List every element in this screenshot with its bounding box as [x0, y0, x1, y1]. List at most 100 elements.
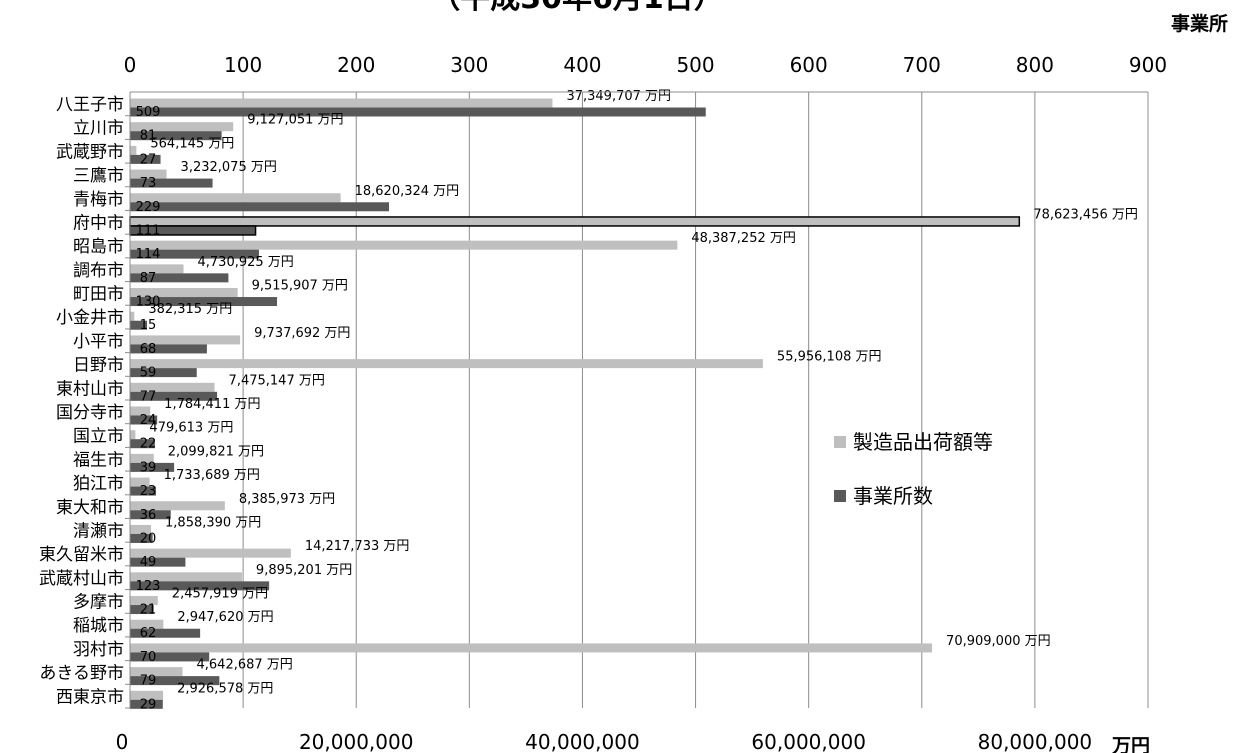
data-label-establishments: 111 — [136, 223, 161, 238]
data-label-establishments: 24 — [140, 413, 157, 428]
bar-establishments — [130, 273, 229, 283]
top-tick-label: 100 — [224, 53, 262, 77]
data-label-establishments: 123 — [136, 579, 161, 594]
category-label: 日野市 — [73, 356, 124, 376]
data-label-shipments: 3,232,075 万円 — [181, 160, 277, 175]
data-label-shipments: 18,620,324 万円 — [355, 184, 460, 199]
bar-shipments — [130, 288, 238, 298]
bar-shipments — [130, 619, 164, 629]
legend: 製造品出荷額等 事業所数 — [834, 430, 993, 508]
data-label-shipments: 70,909,000 万円 — [946, 634, 1051, 649]
bar-establishments — [130, 510, 171, 520]
data-label-shipments: 37,349,707 万円 — [566, 89, 671, 104]
data-label-shipments: 9,515,907 万円 — [252, 279, 348, 294]
bar-shipments — [130, 667, 183, 677]
bottom-tick-label: 40,000,000 — [525, 730, 640, 753]
bar-establishments — [130, 699, 163, 709]
bar-establishments — [130, 581, 270, 591]
bar-establishments — [130, 628, 201, 638]
top-tick-label: 400 — [563, 53, 601, 77]
category-label: 三鷹市 — [73, 165, 124, 186]
top-axis-unit: 事業所 — [1171, 12, 1228, 35]
bar-shipments — [130, 169, 167, 179]
data-label-establishments: 36 — [140, 508, 157, 523]
data-label-establishments: 229 — [136, 200, 161, 215]
data-label-establishments: 21 — [140, 603, 157, 618]
data-label-establishments: 77 — [140, 389, 157, 404]
top-tick-label: 300 — [450, 53, 488, 77]
data-label-establishments: 509 — [136, 105, 161, 120]
bar-establishments — [130, 249, 259, 259]
category-label: 昭島市 — [73, 237, 124, 257]
bar-establishments — [130, 533, 153, 543]
bar-shipments — [130, 501, 225, 511]
bottom-axis-unit: 万円 — [1111, 735, 1150, 753]
category-label: 立川市 — [73, 119, 124, 139]
bar-establishments — [130, 154, 161, 164]
top-tick-label: 500 — [676, 53, 714, 77]
category-label: 武蔵野市 — [56, 142, 124, 162]
data-label-establishments: 87 — [140, 271, 157, 286]
bar-establishments — [130, 320, 147, 330]
category-label: 府中市 — [73, 213, 124, 233]
bar-establishments — [130, 652, 210, 662]
bar-shipments — [130, 145, 137, 155]
data-label-shipments: 4,642,687 万円 — [197, 658, 293, 673]
data-label-establishments: 130 — [136, 295, 161, 310]
data-label-establishments: 22 — [140, 437, 157, 452]
category-label: 羽村市 — [73, 640, 124, 660]
data-label-establishments: 62 — [140, 626, 157, 641]
category-label: 狛江市 — [73, 474, 124, 494]
bar-establishments — [130, 297, 278, 307]
data-label-shipments: 479,613 万円 — [149, 421, 233, 436]
bar-shipments — [130, 524, 152, 534]
category-label: 多摩市 — [73, 593, 124, 613]
top-tick-label: 0 — [124, 53, 137, 77]
bottom-tick-label: 80,000,000 — [978, 730, 1093, 753]
gridlines — [242, 92, 1149, 708]
data-label-establishments: 114 — [136, 247, 161, 262]
top-tick-label: 800 — [1016, 53, 1054, 77]
axes: 0 100 200 300 400 500 600 700 800 900 0 20,000,000 4… — [39, 53, 1167, 753]
top-tick-label: 900 — [1129, 53, 1167, 77]
bar-shipments — [130, 572, 242, 582]
data-label-establishments: 70 — [140, 650, 157, 665]
bar-establishments — [130, 202, 390, 212]
data-label-shipments: 78,623,456 万円 — [1033, 207, 1138, 222]
bar-establishments — [130, 107, 706, 117]
category-label: 稲城市 — [73, 616, 124, 636]
category-label: 八王子市 — [56, 95, 124, 115]
top-tick-label: 600 — [790, 53, 828, 77]
data-label-shipments: 564,145 万円 — [150, 136, 234, 151]
bar-establishments — [130, 344, 207, 354]
data-label-shipments: 9,127,051 万円 — [247, 113, 343, 128]
data-label-shipments: 2,099,821 万円 — [168, 444, 264, 459]
data-label-establishments: 81 — [140, 129, 157, 144]
data-label-shipments: 1,858,390 万円 — [165, 515, 261, 530]
data-label-establishments: 68 — [140, 342, 157, 357]
category-label: 青梅市 — [73, 190, 124, 210]
category-label: 調布市 — [73, 261, 124, 281]
bar-shipments — [130, 477, 150, 487]
bar-shipments — [130, 98, 553, 108]
bar-shipments — [130, 359, 763, 369]
bar-shipments — [130, 406, 151, 416]
data-label-shipments: 2,457,919 万円 — [172, 587, 268, 602]
bar-establishments — [130, 415, 158, 425]
category-label: 東大和市 — [56, 498, 124, 518]
data-label-shipments: 7,475,147 万円 — [229, 373, 325, 388]
bar-shipments — [130, 548, 291, 558]
data-label-shipments: 55,956,108 万円 — [777, 350, 882, 365]
category-label: 国分寺市 — [56, 403, 124, 423]
bar-shipments — [130, 240, 678, 250]
category-label: 国立市 — [73, 427, 124, 447]
data-label-shipments: 48,387,252 万円 — [691, 231, 796, 246]
data-label-establishments: 73 — [140, 176, 157, 191]
data-label-shipments: 2,947,620 万円 — [177, 610, 273, 625]
bar-establishments — [130, 676, 220, 686]
bar-shipments — [130, 193, 341, 203]
bottom-tick-label: 0 — [116, 730, 129, 753]
data-label-establishments: 79 — [140, 674, 157, 689]
category-label: 武蔵村山市 — [39, 569, 124, 589]
